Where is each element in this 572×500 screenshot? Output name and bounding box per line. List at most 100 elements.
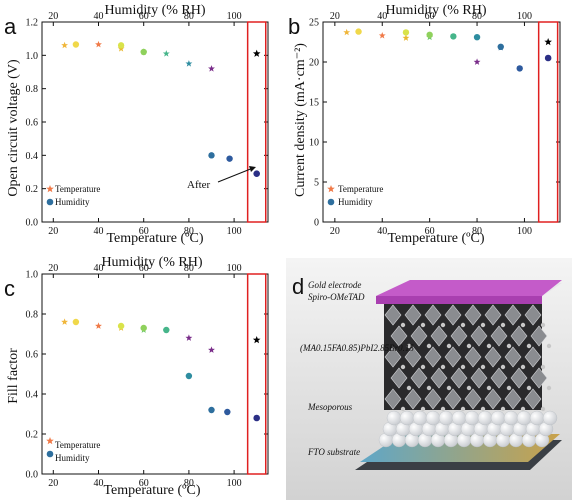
perovskite-cation [420,406,426,412]
perovskite-cation [426,343,432,349]
panel-b-humidity-point [516,65,523,72]
panel-c-humidity-point [117,322,125,330]
panel-b-legend-humidity: Humidity [338,197,373,207]
panel-a-x2-tick-label: 20 [48,11,58,22]
mesoporous-sphere [425,410,441,426]
perovskite-octahedron [430,367,448,389]
panel-b-after-humidity-point [544,54,552,62]
panel-c-humidity-point [163,326,170,334]
panel-a-x-tick-label: 60 [139,226,149,237]
panel-a-y-tick-label: 0.8 [26,84,39,95]
perovskite-octahedron [464,346,482,368]
perovskite-cation [420,364,426,370]
panel-b-x-tick-label: 20 [330,226,340,237]
perovskite-octahedron [384,346,402,368]
panel-a-temperature-point [162,50,170,57]
perovskite-octahedron [444,346,462,368]
panel-c-x2-tick-label: 40 [94,263,104,274]
panel-a-y-tick-label: 0.0 [26,218,39,229]
perovskite-octahedron [530,367,548,389]
perovskite-cation [500,364,506,370]
panel-c-legend-humidity: Humidity [55,453,90,463]
perovskite-octahedron [470,325,488,347]
panel-c-plot-frame [41,273,269,475]
panel-c-x2-tick-label: 20 [48,263,58,274]
perovskite-octahedron [444,304,462,326]
panel-c-top-axis-label: Humidity (% RH) [101,255,202,270]
mesoporous-sphere [438,410,454,426]
mesoporous-sphere [386,410,402,426]
perovskite-octahedron [524,388,542,410]
perovskite-octahedron [484,388,502,410]
panel-b-y-tick-label: 10 [309,138,319,149]
panel-a-after-arrow [217,167,254,183]
panel-b-humidity-point [355,28,362,35]
perovskite-octahedron [390,367,408,389]
panel-c-after-humidity-point [253,414,260,422]
panel-c-x2-tick-label: 100 [227,263,242,274]
perovskite-octahedron [464,304,482,326]
panel-b-top-axis-label: Humidity (% RH) [385,3,486,18]
panel-a-humidity-point [140,48,147,56]
mesoporous-sphere [412,410,428,426]
perovskite-octahedron [424,346,442,368]
mesoporous-sphere [542,410,558,426]
perovskite-octahedron [490,325,508,347]
panel-a-humidity-point [208,152,215,159]
perovskite-octahedron [450,325,468,347]
panel-b-x-tick-label: 60 [425,226,435,237]
perovskite-octahedron [490,367,508,389]
panel-b-humidity-point [473,34,481,41]
mesoporous-sphere [477,410,493,426]
panel-a-x-tick-label: 40 [94,226,104,237]
perovskite-octahedron [484,346,502,368]
panel-b-x2-tick-label: 20 [330,11,340,22]
mesoporous-spheres [378,410,558,448]
panel-c-x2-tick-label: 80 [184,263,194,274]
panel-c-fill-factor: c Humidity (% RH) Temperature (ºC) Fill … [4,255,269,498]
panel-a-x2-tick-label: 100 [227,11,242,22]
panel-a-temperature-point [95,40,102,48]
perovskite-octahedra [384,304,552,412]
panel-b-legend-star-marker [327,185,335,193]
perovskite-octahedron [470,367,488,389]
panel-a-y-tick-label: 0.2 [26,184,39,195]
panel-a-x-tick-label: 80 [184,226,194,237]
panel-c-temperature-point [95,322,102,329]
panel-c-y-tick-label: 0.8 [26,310,39,321]
gold-electrode-layer [376,280,562,296]
mesoporous-sphere [503,410,519,426]
panel-a-after-highlight-box [246,21,267,223]
panel-a-x-tick-label: 100 [227,226,242,237]
perovskite-cation [400,406,406,412]
perovskite-cation [460,322,466,328]
panel-b-legend-circle-marker [327,198,335,206]
panel-b-x-tick-label: 100 [517,226,532,237]
panel-a-temperature-point [61,41,69,49]
panel-b-x-axis-label: Temperature (ºC) [387,231,484,246]
panel-a-x-axis-label: Temperature (ºC) [106,231,203,246]
mesoporous-sphere [464,410,480,426]
perovskite-cation [440,406,446,412]
perovskite-octahedron [404,304,422,326]
panel-b-humidity-point [402,29,410,36]
panel-a-humidity-point [117,42,125,49]
perovskite-octahedron [444,388,462,410]
panel-c-x2-tick-label: 60 [139,263,149,274]
panel-c-after-temperature-point [252,336,261,344]
panel-a-y-tick-label: 1.2 [26,18,39,29]
panel-a-after-arrowhead [249,166,256,172]
perovskite-octahedron [404,388,422,410]
panel-a-y-tick-label: 1.0 [26,51,39,62]
perovskite-cation [526,343,532,349]
panel-b-y-tick-label: 15 [309,98,319,109]
perovskite-octahedron [384,304,402,326]
perovskite-cation [480,322,486,328]
perovskite-cation [520,322,526,328]
perovskite-cation [446,385,452,391]
panel-a-legend-circle-marker [46,198,54,206]
panel-a-legend-humidity: Humidity [55,197,90,207]
perovskite-octahedron [410,325,428,347]
label-perovskite: (MA0.15FA0.85)PbI2.85Br0.15 [300,343,414,353]
panel-b-humidity-point [497,43,504,50]
